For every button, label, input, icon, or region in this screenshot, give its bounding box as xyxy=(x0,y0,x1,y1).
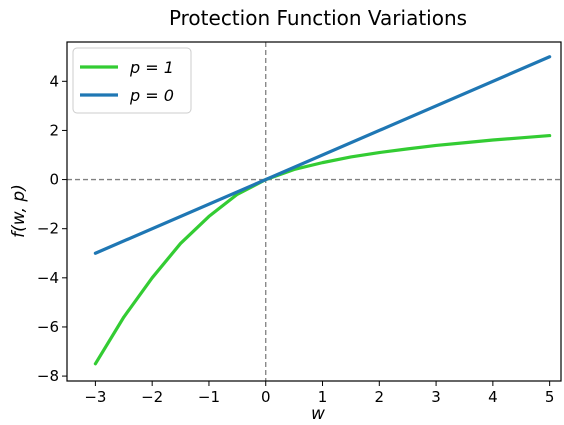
x-tick-label: −2 xyxy=(141,388,163,406)
x-tick-label: 1 xyxy=(318,388,328,406)
x-axis: −3 −2 −1 0 1 2 3 4 5 xyxy=(84,381,554,406)
y-tick-label: 2 xyxy=(49,121,59,139)
x-tick-label: 2 xyxy=(375,388,385,406)
x-tick-label: −1 xyxy=(198,388,220,406)
y-tick-label: −2 xyxy=(37,220,59,238)
series-layer xyxy=(93,55,552,366)
x-tick-label: 3 xyxy=(431,388,441,406)
x-tick-label: 4 xyxy=(488,388,498,406)
legend-label: p = 0 xyxy=(129,86,174,105)
y-axis: −8 −6 −4 −2 0 2 4 xyxy=(37,72,67,385)
y-tick-label: 4 xyxy=(49,72,59,90)
legend-box xyxy=(72,47,192,114)
series-line-0 xyxy=(93,133,552,366)
x-tick-label: 0 xyxy=(261,388,271,406)
y-tick-label: −8 xyxy=(37,367,59,385)
y-axis-label: f(w, p) xyxy=(9,184,29,238)
y-tick-label: −6 xyxy=(37,318,59,336)
x-tick-label: 5 xyxy=(545,388,555,406)
y-tick-label: −4 xyxy=(37,269,59,287)
chart-title: Protection Function Variations xyxy=(169,6,467,30)
reference-lines xyxy=(67,42,561,381)
plot-frame xyxy=(66,41,562,382)
series-line-1 xyxy=(93,55,552,255)
x-tick-label: −3 xyxy=(84,388,106,406)
x-axis-label: w xyxy=(311,404,325,424)
legend-label: p = 1 xyxy=(129,58,174,77)
y-tick-label: 0 xyxy=(49,171,59,189)
legend: p = 1 p = 0 xyxy=(72,47,192,114)
